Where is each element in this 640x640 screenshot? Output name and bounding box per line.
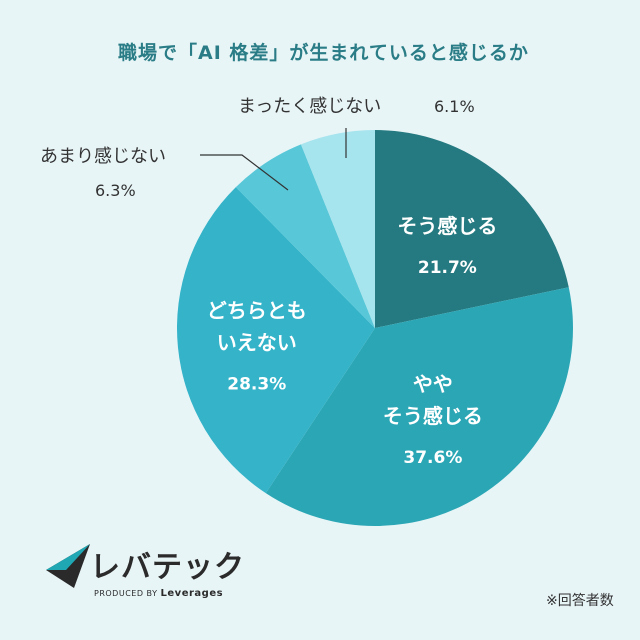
produced-by-text: PRODUCED BY	[94, 589, 158, 598]
pie-slice-0	[375, 130, 569, 328]
slice-value-label-0: 21.7%	[418, 258, 477, 278]
slice-value-label-1: 37.6%	[403, 448, 462, 468]
slice-label-0-line-0: そう感じる	[397, 214, 497, 238]
brand-subline: PRODUCED BY Leverages	[94, 588, 223, 599]
pie-slice-2	[177, 187, 375, 494]
company-name: Leverages	[160, 588, 224, 599]
footnote: ※回答者数	[546, 593, 614, 609]
leader-line-3	[200, 154, 289, 191]
levtech-logo-icon	[46, 544, 90, 588]
pie-labels: そう感じる21.7%ややそう感じる37.6%どちらともいえない28.3%あまり感…	[40, 96, 497, 468]
chart-title: 職場で「AI 格差」が生まれていると感じるか	[118, 42, 529, 64]
brand-name: レバテック	[90, 550, 245, 585]
slice-label-3: あまり感じない	[40, 146, 166, 167]
slice-label-2-line-1: いえない	[217, 331, 297, 355]
slice-value-label-2: 28.3%	[227, 375, 286, 395]
brand-logo: レバテック PRODUCED BY Leverages	[44, 540, 254, 604]
pie-slice-3	[235, 144, 375, 328]
slice-label-1-line-0: やや	[413, 372, 453, 396]
slice-label-2-line-0: どちらとも	[207, 299, 307, 323]
pie-slice-1	[265, 287, 574, 527]
pie-slices	[177, 130, 574, 527]
slice-value-label-4: 6.1%	[434, 97, 475, 116]
slice-value-label-3: 6.3%	[95, 181, 136, 200]
slice-label-4: まったく感じない	[238, 96, 381, 117]
pie-slice-4	[300, 130, 375, 328]
slice-label-1-line-1: そう感じる	[383, 404, 483, 428]
